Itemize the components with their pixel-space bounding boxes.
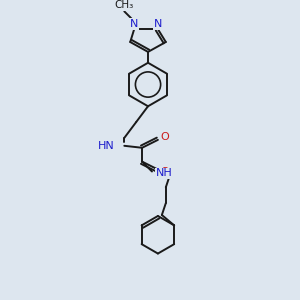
Text: HN: HN xyxy=(98,141,114,151)
Text: N: N xyxy=(154,19,162,29)
Text: O: O xyxy=(160,167,169,178)
Text: CH₃: CH₃ xyxy=(115,0,134,11)
Text: N: N xyxy=(130,19,138,29)
Text: NH: NH xyxy=(155,169,172,178)
Text: O: O xyxy=(160,132,169,142)
